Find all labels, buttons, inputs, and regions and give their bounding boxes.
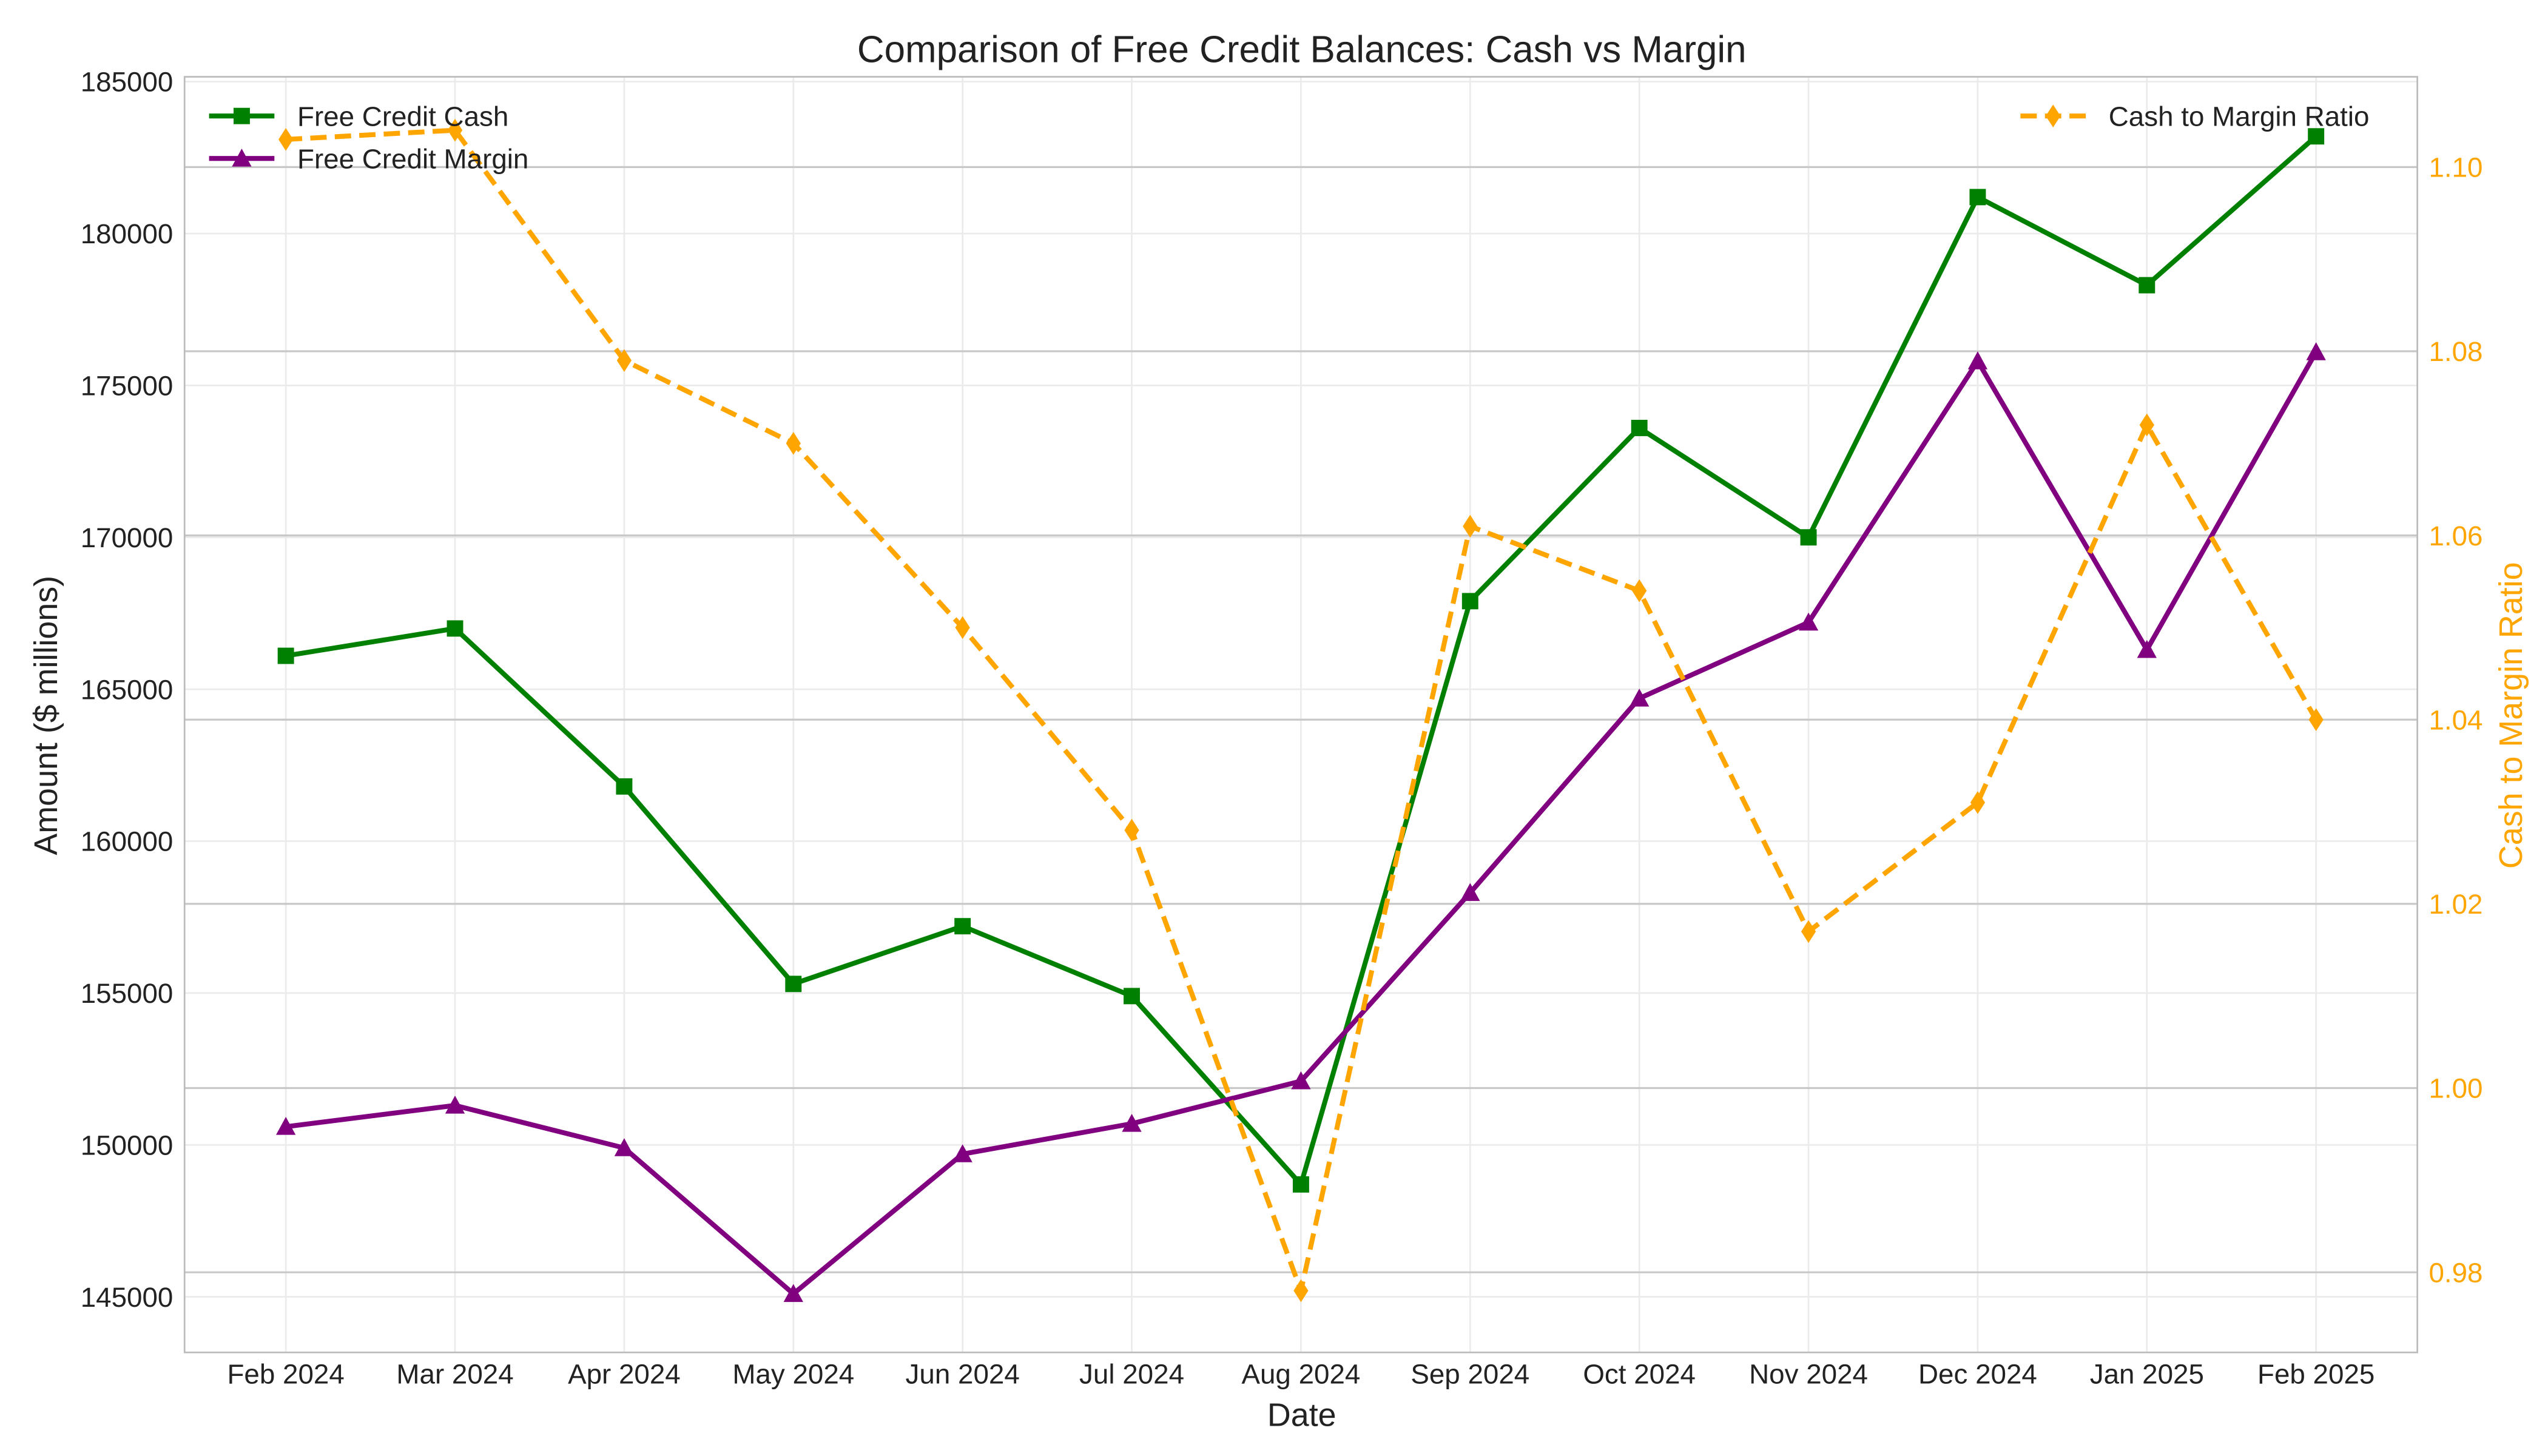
data-point-diamond (1801, 920, 1816, 943)
x-tick-label: Jul 2024 (1079, 1358, 1184, 1389)
y2-tick-label: 1.08 (2428, 336, 2482, 367)
series-free-credit-cash (277, 128, 2325, 1193)
data-point-square (1292, 1176, 1309, 1193)
x-tick-label: Oct 2024 (1583, 1358, 1696, 1389)
data-point-diamond (2139, 413, 2154, 437)
data-point-square (1800, 529, 1817, 546)
x-tick-label: Sep 2024 (1410, 1358, 1529, 1389)
data-point-triangle (276, 1117, 296, 1135)
data-point-square (277, 647, 294, 664)
y2-tick-label: 1.06 (2428, 521, 2482, 551)
x-tick-label: Dec 2024 (1918, 1358, 2037, 1389)
data-point-square (1124, 988, 1141, 1005)
y-tick-label: 165000 (81, 674, 174, 705)
data-point-triangle (232, 149, 252, 167)
x-tick-label: Mar 2024 (396, 1358, 513, 1389)
y2-axis-label: Cash to Margin Ratio (2493, 562, 2529, 869)
y-tick-label: 145000 (81, 1282, 174, 1313)
right-grid (184, 166, 2418, 1273)
y-tick-label: 185000 (81, 67, 174, 98)
data-point-triangle (2306, 342, 2326, 360)
y2-tick-labels: 0.98 1.00 1.02 1.04 1.06 1.08 1.10 (2428, 152, 2482, 1289)
y-tick-label: 150000 (81, 1130, 174, 1161)
legend-item: Free Credit Cash (209, 101, 508, 132)
legend-item: Free Credit Margin (209, 143, 528, 174)
data-point-square (1461, 593, 1478, 610)
x-tick-label: Feb 2024 (227, 1358, 344, 1389)
x-tick-label: May 2024 (732, 1358, 854, 1389)
y-axis-label: Amount ($ millions) (28, 576, 64, 855)
data-point-square (1969, 189, 1986, 206)
y2-tick-label: 1.10 (2428, 152, 2482, 183)
y-tick-label: 155000 (81, 978, 174, 1009)
y-tick-label: 170000 (81, 522, 174, 553)
x-tick-label: Nov 2024 (1749, 1358, 1868, 1389)
data-point-diamond (1632, 579, 1647, 602)
data-point-square (234, 107, 250, 124)
legend-label: Free Credit Margin (297, 143, 528, 174)
y2-tick-label: 0.98 (2428, 1257, 2482, 1288)
data-point-square (954, 918, 971, 935)
x-axis-label: Date (1267, 1397, 1336, 1433)
x-tick-labels: Feb 2024 Mar 2024 Apr 2024 May 2024 Jun 2024… (227, 1358, 2374, 1389)
x-tick-label: Feb 2025 (2257, 1358, 2374, 1389)
y-tick-labels: 145000 150000 155000 160000 165000 170000 1750… (81, 67, 174, 1313)
data-point-triangle (1798, 612, 1819, 631)
y2-tick-label: 1.04 (2428, 704, 2482, 735)
data-point-diamond (447, 118, 463, 142)
legend-item: Cash to Margin Ratio (2020, 101, 2370, 132)
chart-title: Comparison of Free Credit Balances: Cash… (857, 29, 1747, 70)
x-tick-label: Jun 2024 (906, 1358, 1020, 1389)
data-point-triangle (1122, 1114, 1142, 1132)
data-point-triangle (1291, 1071, 1311, 1090)
y-tick-label: 175000 (81, 371, 174, 402)
series-layer (276, 118, 2326, 1303)
data-point-diamond (616, 349, 632, 372)
data-point-triangle (952, 1144, 972, 1162)
y2-tick-label: 1.00 (2428, 1073, 2482, 1104)
data-point-square (2308, 128, 2325, 145)
data-point-diamond (2046, 104, 2061, 128)
y-tick-label: 180000 (81, 218, 174, 249)
x-tick-label: Jan 2025 (2090, 1358, 2204, 1389)
data-point-triangle (2137, 639, 2157, 658)
data-point-diamond (1124, 818, 1139, 842)
data-point-square (447, 620, 463, 637)
data-point-triangle (1630, 688, 1650, 707)
data-point-triangle (1967, 351, 1988, 369)
data-point-square (1631, 419, 1648, 436)
x-tick-label: Aug 2024 (1241, 1358, 1360, 1389)
y2-tick-label: 1.02 (2428, 889, 2482, 920)
data-point-diamond (1970, 791, 1986, 814)
data-point-diamond (2308, 708, 2324, 732)
series-free-credit-margin (276, 342, 2326, 1303)
data-point-triangle (783, 1284, 803, 1303)
plot-frame (183, 76, 2418, 1353)
data-point-square (616, 778, 633, 795)
data-point-triangle (445, 1095, 465, 1114)
data-point-triangle (614, 1138, 635, 1156)
data-point-square (785, 976, 802, 993)
data-point-triangle (1460, 883, 1480, 902)
x-tick-label: Apr 2024 (568, 1358, 681, 1389)
legend: Free Credit Cash Free Credit Margin Cash t… (209, 101, 2370, 174)
legend-label: Cash to Margin Ratio (2109, 101, 2370, 132)
data-point-square (2138, 277, 2155, 294)
y-tick-label: 160000 (81, 826, 174, 857)
legend-label: Free Credit Cash (297, 101, 508, 132)
